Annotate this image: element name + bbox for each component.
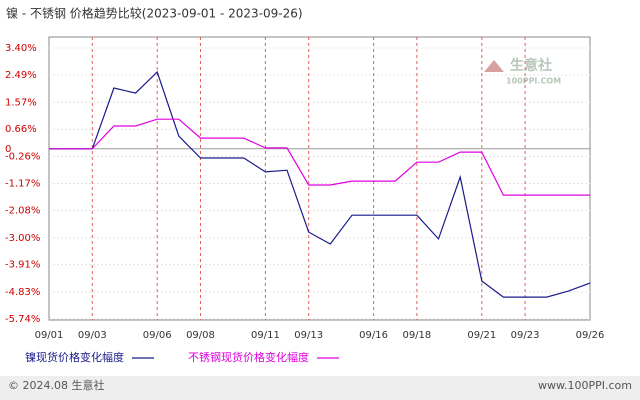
x-tick-label: 09/06 bbox=[143, 330, 172, 341]
watermark-site: 100PPI.COM bbox=[506, 77, 561, 86]
watermark-title: 生意社 bbox=[510, 57, 552, 74]
y-tick-label: -3.91% bbox=[5, 260, 40, 271]
y-tick-label: 2.49% bbox=[5, 70, 37, 81]
x-tick-label: 09/26 bbox=[576, 330, 605, 341]
footer-copyright: © 2024.08 生意社 bbox=[8, 378, 104, 392]
plot-frame bbox=[48, 36, 591, 321]
y-tick-label: 0.66% bbox=[5, 124, 37, 135]
x-tick-label: 09/01 bbox=[35, 330, 64, 341]
x-tick-label: 09/13 bbox=[294, 330, 323, 341]
watermark-icon bbox=[484, 60, 504, 72]
y-tick-label: 3.40% bbox=[5, 43, 37, 54]
legend-label: 镍现货价格变化幅度 bbox=[25, 350, 124, 364]
x-tick-label: 09/21 bbox=[467, 330, 496, 341]
footer-site: www.100PPI.com bbox=[538, 379, 632, 392]
y-tick-label: -0.26% bbox=[5, 152, 40, 163]
y-tick-label: -2.08% bbox=[5, 205, 40, 216]
x-tick-label: 09/23 bbox=[511, 330, 540, 341]
x-tick-label: 09/08 bbox=[186, 330, 215, 341]
x-tick-label: 09/16 bbox=[359, 330, 388, 341]
series-line bbox=[49, 118, 590, 196]
y-tick-label: -3.00% bbox=[5, 233, 40, 244]
footer-bar bbox=[0, 376, 640, 400]
x-tick-label: 09/03 bbox=[78, 330, 107, 341]
y-tick-label: -5.74% bbox=[5, 314, 40, 325]
y-tick-label: 1.57% bbox=[5, 97, 37, 108]
legend-label: 不锈钢现货价格变化幅度 bbox=[188, 350, 309, 364]
x-tick-label: 09/18 bbox=[402, 330, 431, 341]
x-tick-label: 09/11 bbox=[251, 330, 280, 341]
series-line bbox=[49, 70, 591, 298]
y-tick-label: -1.17% bbox=[5, 179, 40, 190]
chart-title: 镍 - 不锈钢 价格趋势比较(2023-09-01 - 2023-09-26) bbox=[6, 6, 303, 21]
y-tick-label: 0 bbox=[5, 144, 11, 155]
y-tick-label: -4.83% bbox=[5, 287, 40, 298]
